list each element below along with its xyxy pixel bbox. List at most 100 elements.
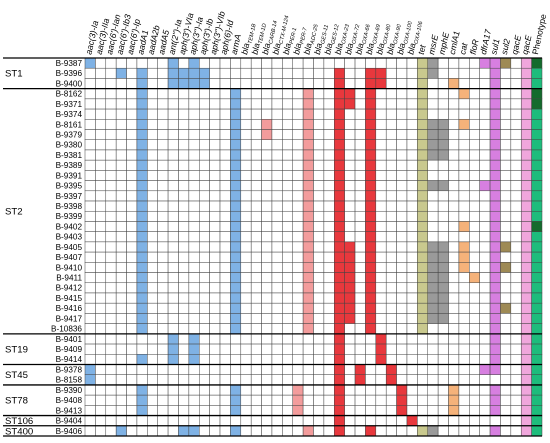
- matrix-cell: [209, 241, 221, 253]
- matrix-cell: [209, 292, 221, 304]
- matrix-cell: [344, 98, 356, 110]
- matrix-cell: [188, 323, 200, 335]
- matrix-cell: [531, 119, 543, 130]
- matrix-cell: [240, 170, 252, 181]
- matrix-cell: [458, 374, 470, 386]
- matrix-cell: [115, 129, 127, 140]
- matrix-cell: [188, 190, 200, 202]
- matrix-cell: [500, 57, 512, 69]
- matrix-cell: [302, 180, 314, 192]
- matrix-cell: [500, 354, 512, 365]
- matrix-cell: [334, 170, 345, 181]
- matrix-cell: [344, 262, 356, 273]
- matrix-cell: [115, 78, 127, 89]
- matrix-cell: [209, 364, 221, 375]
- matrix-cell: [188, 108, 200, 120]
- matrix-cell: [520, 108, 532, 120]
- matrix-cell: [95, 88, 107, 100]
- matrix-cell: [385, 129, 397, 140]
- matrix-cell: [375, 210, 387, 222]
- matrix-cell: [458, 282, 470, 294]
- matrix-cell: [95, 231, 107, 243]
- matrix-cell: [147, 282, 158, 294]
- matrix-cell: [115, 190, 127, 202]
- matrix-cell: [126, 354, 138, 365]
- strain-label: B-9408: [56, 396, 83, 405]
- group-label-st2: ST2: [5, 207, 23, 218]
- matrix-cell: [115, 251, 127, 263]
- matrix-cell: [105, 364, 117, 375]
- matrix-cell: [147, 333, 158, 345]
- matrix-cell: [396, 159, 408, 171]
- matrix-cell: [282, 221, 293, 232]
- matrix-cell: [375, 98, 387, 110]
- matrix-cell: [302, 129, 314, 140]
- matrix-cell: [448, 221, 460, 232]
- matrix-cell: [354, 221, 366, 232]
- matrix-cell: [199, 149, 210, 161]
- matrix-cell: [406, 282, 418, 294]
- matrix-cell: [199, 67, 210, 79]
- matrix-cell: [458, 57, 470, 69]
- matrix-cell: [115, 180, 127, 192]
- matrix-cell: [417, 180, 428, 192]
- matrix-cell: [396, 108, 408, 120]
- matrix-cell: [323, 159, 335, 171]
- matrix-cell: [157, 292, 169, 304]
- matrix-cell: [365, 241, 377, 253]
- matrix-cell: [406, 394, 418, 406]
- matrix-cell: [396, 231, 408, 243]
- matrix-cell: [209, 159, 221, 171]
- matrix-cell: [302, 343, 314, 355]
- matrix-cell: [126, 98, 138, 110]
- matrix-cell: [219, 231, 231, 243]
- matrix-cell: [84, 415, 96, 427]
- matrix-cell: [240, 200, 252, 212]
- matrix-cell: [448, 262, 460, 273]
- matrix-cell: [147, 292, 158, 304]
- matrix-cell: [469, 67, 480, 79]
- matrix-cell: [199, 323, 210, 335]
- matrix-cell: [520, 364, 532, 375]
- matrix-cell: [95, 333, 107, 345]
- matrix-cell: [292, 323, 304, 335]
- matrix-cell: [385, 98, 397, 110]
- matrix-cell: [437, 425, 449, 437]
- matrix-cell: [520, 313, 532, 324]
- matrix-cell: [292, 149, 304, 161]
- matrix-cell: [105, 313, 117, 324]
- matrix-cell: [396, 333, 408, 345]
- matrix-cell: [458, 190, 470, 202]
- matrix-cell: [188, 170, 200, 181]
- matrix-cell: [479, 180, 491, 192]
- matrix-cell: [489, 190, 501, 202]
- matrix-cell: [479, 415, 491, 427]
- matrix-cell: [188, 149, 200, 161]
- matrix-cell: [396, 88, 408, 100]
- matrix-cell: [178, 405, 190, 416]
- matrix-cell: [520, 354, 532, 365]
- matrix-cell: [95, 354, 107, 365]
- matrix-cell: [385, 231, 397, 243]
- matrix-cell: [230, 354, 242, 365]
- matrix-cell: [230, 159, 242, 171]
- matrix-cell: [240, 231, 252, 243]
- matrix-cell: [323, 98, 335, 110]
- matrix-cell: [105, 415, 117, 427]
- matrix-cell: [385, 149, 397, 161]
- matrix-cell: [157, 364, 169, 375]
- column-sublabel-c16: TEM-1D: [258, 23, 268, 45]
- strain-label: B-8161: [56, 120, 83, 129]
- matrix-cell: [250, 374, 262, 386]
- matrix-cell: [105, 292, 117, 304]
- matrix-cell: [313, 119, 325, 130]
- matrix-cell: [240, 129, 252, 140]
- matrix-cell: [230, 129, 242, 140]
- matrix-cell: [292, 129, 304, 140]
- matrix-cell: [230, 333, 242, 345]
- matrix-cell: [209, 190, 221, 202]
- matrix-cell: [302, 98, 314, 110]
- matrix-cell: [334, 405, 345, 416]
- matrix-cell: [230, 108, 242, 120]
- matrix-cell: [219, 241, 231, 253]
